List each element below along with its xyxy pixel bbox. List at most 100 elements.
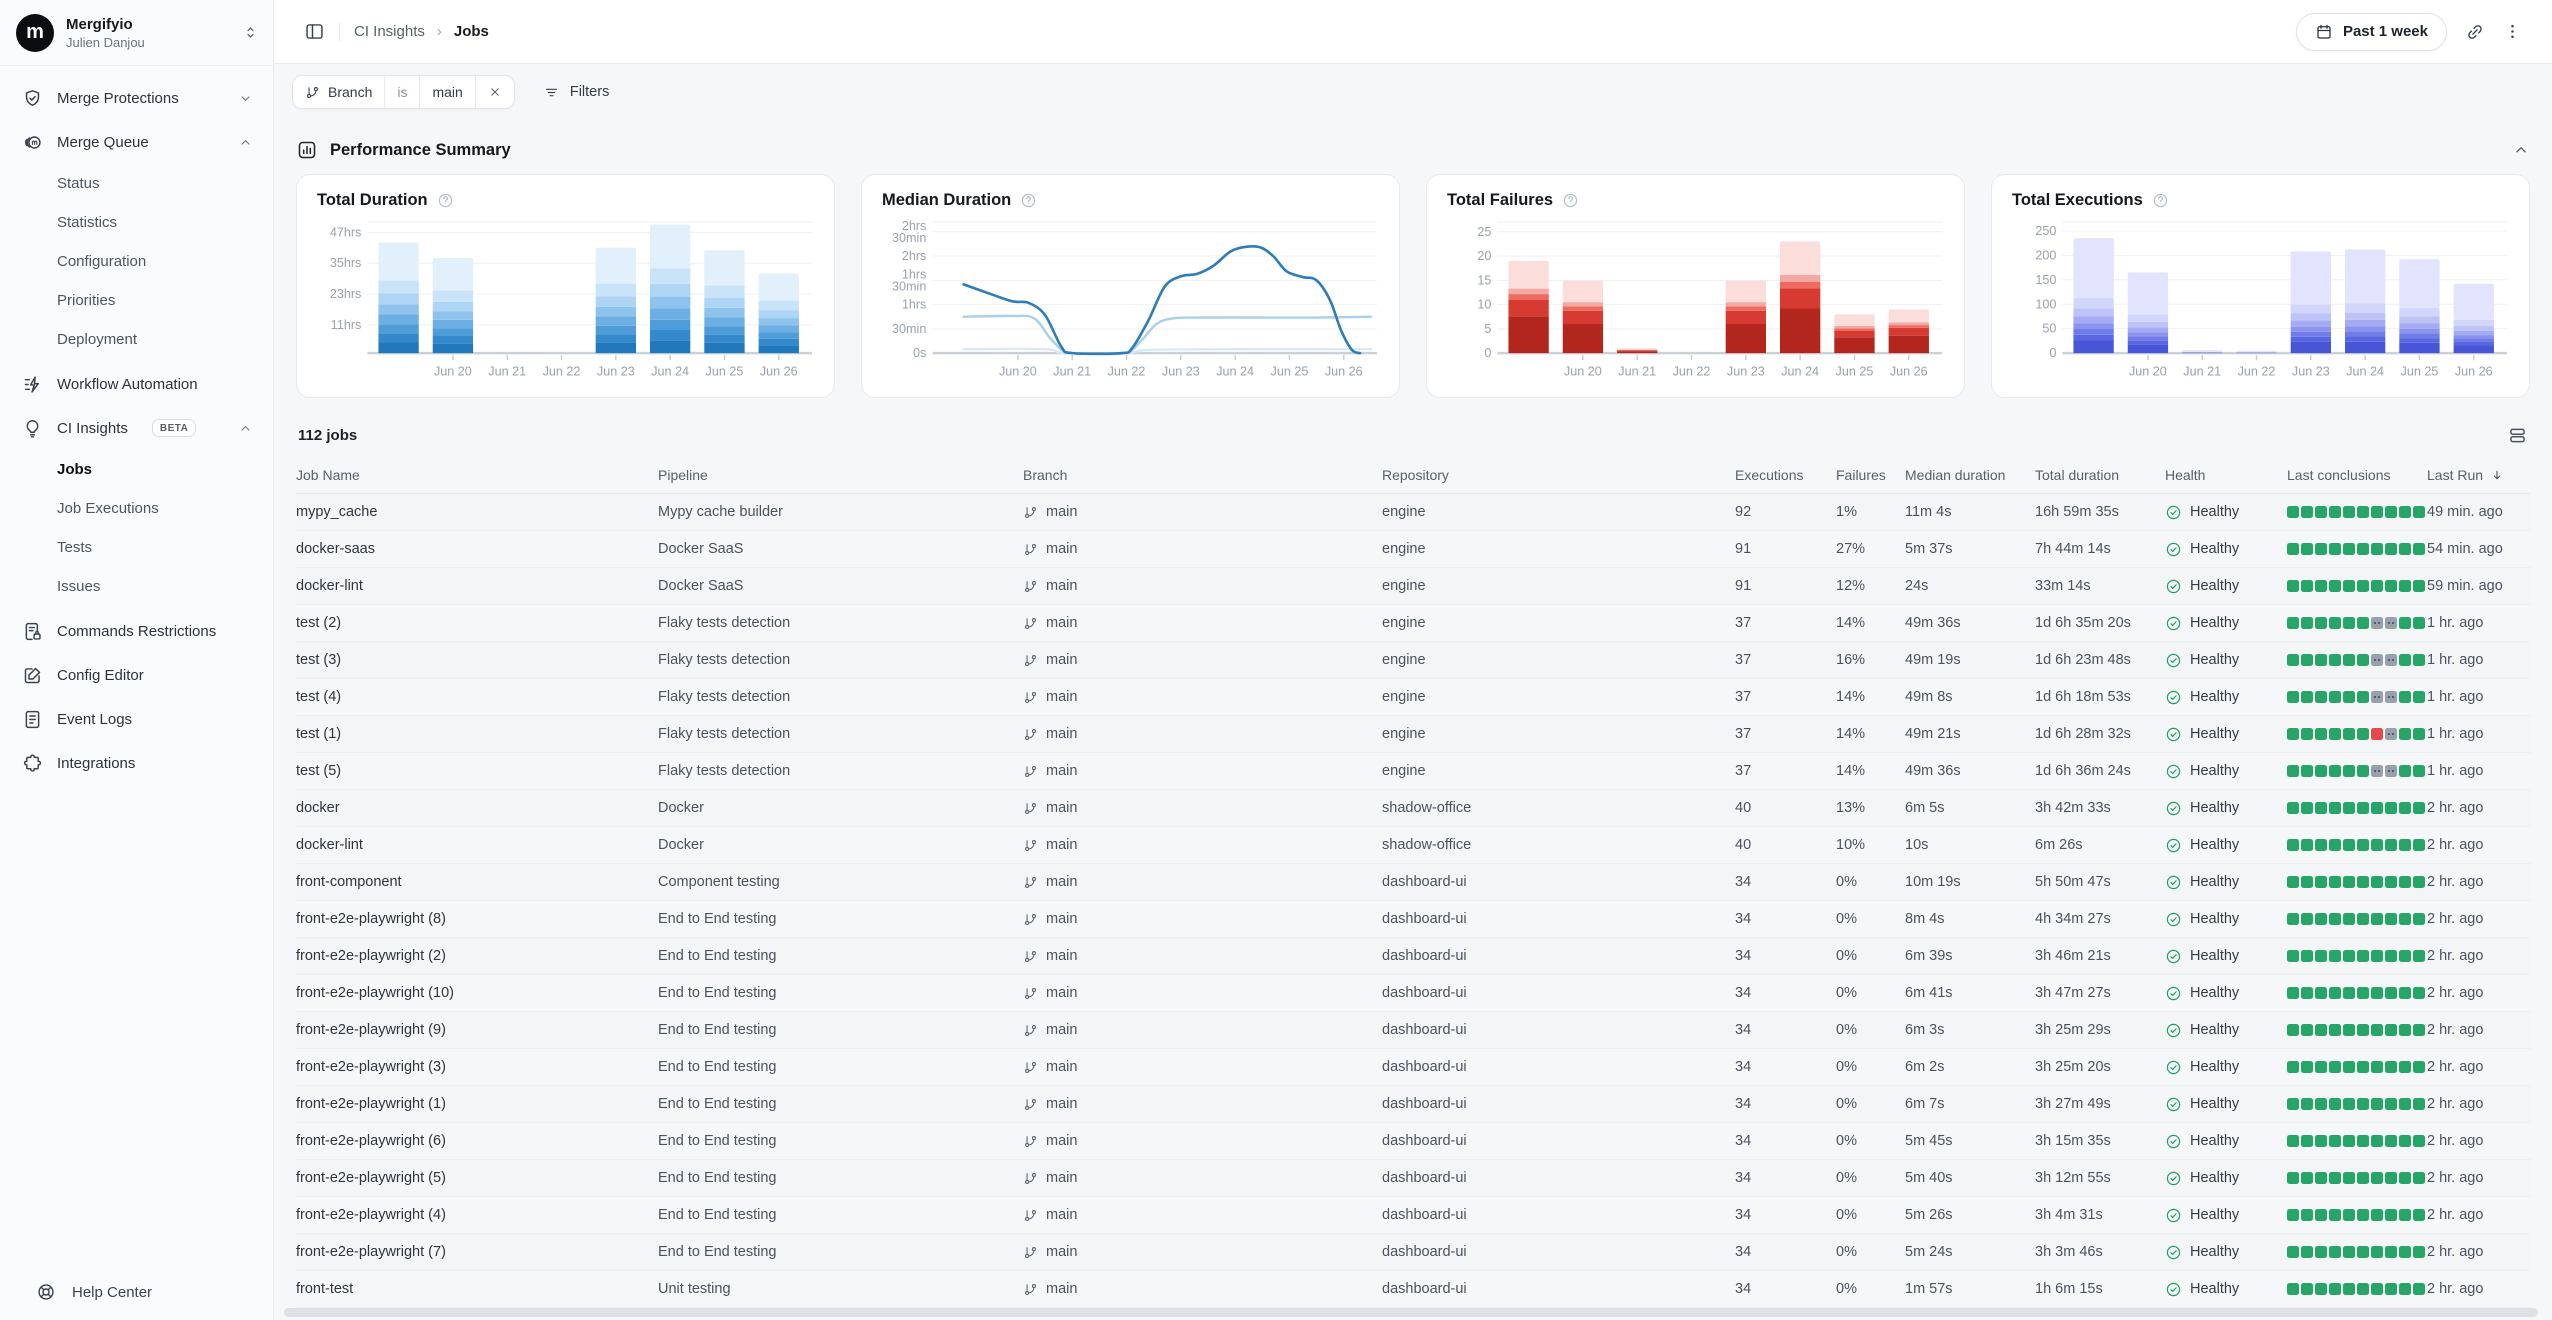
column-header-last-conclusions[interactable]: Last conclusions bbox=[2287, 467, 2427, 483]
more-menu-icon[interactable] bbox=[2503, 22, 2522, 41]
file-text-icon bbox=[22, 709, 43, 730]
table-row[interactable]: front-e2e-playwright (1) End to End testi… bbox=[296, 1086, 2530, 1123]
table-row[interactable]: docker Docker main shadow-office 40 13% 6m 5s 3… bbox=[296, 790, 2530, 827]
pipeline-cell: Flaky tests detection bbox=[658, 763, 791, 779]
failures-cell: 27% bbox=[1836, 541, 1866, 557]
sidebar-item-workflow-automation[interactable]: Workflow Automation bbox=[0, 362, 273, 406]
conclusion-square bbox=[2343, 1061, 2355, 1073]
conclusion-square bbox=[2413, 506, 2425, 518]
filter-chip-operator[interactable]: is bbox=[385, 76, 421, 108]
org-name: Mergifyio bbox=[66, 15, 133, 33]
conclusion-square bbox=[2287, 543, 2299, 555]
topbar: CI Insights › Jobs Past 1 week bbox=[274, 0, 2552, 64]
table-row[interactable]: mypy_cache Mypy cache builder main engine 92… bbox=[296, 494, 2530, 531]
sidebar-subitem-configuration[interactable]: Configuration bbox=[57, 253, 147, 270]
branch-cell: main bbox=[1023, 541, 1382, 557]
collapse-summary-icon[interactable] bbox=[2512, 141, 2530, 159]
branch-label: main bbox=[1046, 911, 1078, 927]
share-link-icon[interactable] bbox=[2465, 22, 2485, 42]
sidebar-item-merge-protections[interactable]: Merge Protections bbox=[0, 76, 273, 120]
column-header-branch[interactable]: Branch bbox=[1023, 467, 1382, 483]
svg-text:Jun 26: Jun 26 bbox=[1325, 364, 1363, 378]
sidebar-subitem-status[interactable]: Status bbox=[57, 175, 100, 192]
sidebar-subitem-jobs[interactable]: Jobs bbox=[57, 461, 93, 478]
sidebar-subitem-deployment[interactable]: Deployment bbox=[57, 331, 138, 348]
column-header-executions[interactable]: Executions bbox=[1735, 467, 1836, 483]
column-header-job-name[interactable]: Job Name bbox=[296, 467, 658, 483]
shield-check-icon bbox=[22, 88, 43, 109]
conclusion-square bbox=[2385, 765, 2397, 777]
help-icon[interactable] bbox=[1020, 192, 1037, 209]
sidebar-subitem-tests[interactable]: Tests bbox=[57, 539, 93, 556]
repository-cell: dashboard-ui bbox=[1382, 874, 1467, 890]
sidebar-subitem-statistics[interactable]: Statistics bbox=[57, 214, 118, 231]
table-row[interactable]: front-e2e-playwright (3) End to End testi… bbox=[296, 1049, 2530, 1086]
table-row[interactable]: front-e2e-playwright (2) End to End testi… bbox=[296, 938, 2530, 975]
table-row[interactable]: front-e2e-playwright (6) End to End testi… bbox=[296, 1123, 2530, 1160]
repository-cell: engine bbox=[1382, 615, 1426, 631]
column-header-last-run[interactable]: Last Run bbox=[2427, 467, 2530, 483]
table-row[interactable]: test (4) Flaky tests detection main engine 3… bbox=[296, 679, 2530, 716]
table-row[interactable]: front-e2e-playwright (7) End to End testi… bbox=[296, 1234, 2530, 1271]
help-center-link[interactable]: Help Center bbox=[36, 1282, 152, 1302]
sidebar-subitem-job-executions[interactable]: Job Executions bbox=[57, 500, 159, 517]
table-row[interactable]: test (2) Flaky tests detection main engine 3… bbox=[296, 605, 2530, 642]
job-name-cell: docker-saas bbox=[296, 541, 375, 557]
horizontal-scrollbar[interactable] bbox=[284, 1308, 2538, 1317]
table-row[interactable]: front-e2e-playwright (4) End to End testi… bbox=[296, 1197, 2530, 1234]
pipeline-cell: Flaky tests detection bbox=[658, 615, 791, 631]
filter-chip-value[interactable]: main bbox=[420, 76, 476, 108]
sidebar-item-integrations[interactable]: Integrations bbox=[0, 741, 273, 785]
sidebar-item-config-editor[interactable]: Config Editor bbox=[0, 653, 273, 697]
svg-text:Jun 23: Jun 23 bbox=[2292, 364, 2330, 378]
table-row[interactable]: front-component Component testing main dash… bbox=[296, 864, 2530, 901]
layout-toggle-icon[interactable] bbox=[2507, 425, 2528, 446]
org-switcher[interactable]: m Mergifyio Julien Danjou bbox=[0, 0, 273, 66]
branch-label: main bbox=[1046, 837, 1078, 853]
conclusion-square bbox=[2287, 1283, 2299, 1295]
help-icon[interactable] bbox=[2152, 192, 2169, 209]
conclusion-square bbox=[2357, 913, 2369, 925]
column-header-pipeline[interactable]: Pipeline bbox=[658, 467, 1023, 483]
sidebar-item-ci-insights[interactable]: CI Insights BETA bbox=[0, 406, 273, 450]
column-header-repository[interactable]: Repository bbox=[1382, 467, 1735, 483]
column-header-failures[interactable]: Failures bbox=[1836, 467, 1905, 483]
sidebar-item-event-logs[interactable]: Event Logs bbox=[0, 697, 273, 741]
table-row[interactable]: front-test Unit testing main dashboard-ui 34… bbox=[296, 1271, 2530, 1308]
table-row[interactable]: docker-lint Docker main shadow-office 40 10% 1… bbox=[296, 827, 2530, 864]
column-header-median-duration[interactable]: Median duration bbox=[1905, 467, 2035, 483]
job-name-cell: docker-lint bbox=[296, 837, 363, 853]
table-row[interactable]: front-e2e-playwright (5) End to End testi… bbox=[296, 1160, 2530, 1197]
sidebar-toggle-icon[interactable] bbox=[304, 21, 325, 42]
chart-title: Total Duration bbox=[317, 191, 428, 209]
filter-chip-remove[interactable] bbox=[476, 76, 514, 108]
table-row[interactable]: docker-saas Docker SaaS main engine 91 27% 5m … bbox=[296, 531, 2530, 568]
sidebar-item-merge-queue[interactable]: Merge Queue bbox=[0, 120, 273, 164]
column-header-total-duration[interactable]: Total duration bbox=[2035, 467, 2165, 483]
table-row[interactable]: test (1) Flaky tests detection main engine 3… bbox=[296, 716, 2530, 753]
check-circle-icon bbox=[2165, 652, 2182, 669]
column-header-health[interactable]: Health bbox=[2165, 467, 2287, 483]
last-run-cell: 59 min. ago bbox=[2427, 578, 2503, 594]
sidebar-subitem-issues[interactable]: Issues bbox=[57, 578, 101, 595]
help-icon[interactable] bbox=[1562, 192, 1579, 209]
sidebar-subitem-priorities[interactable]: Priorities bbox=[57, 292, 116, 309]
conclusion-square bbox=[2385, 1209, 2397, 1221]
table-row[interactable]: front-e2e-playwright (8) End to End testi… bbox=[296, 901, 2530, 938]
table-row[interactable]: docker-lint Docker SaaS main engine 91 12% 24s… bbox=[296, 568, 2530, 605]
conclusion-square bbox=[2301, 987, 2313, 999]
conclusion-square bbox=[2413, 728, 2425, 740]
filter-chip-field[interactable]: Branch bbox=[293, 76, 386, 108]
conclusion-square bbox=[2371, 876, 2383, 888]
breadcrumb-ci-insights[interactable]: CI Insights bbox=[354, 23, 425, 40]
table-row[interactable]: test (5) Flaky tests detection main engine 3… bbox=[296, 753, 2530, 790]
sidebar-item-commands-restrictions[interactable]: Commands Restrictions bbox=[0, 609, 273, 653]
help-icon[interactable] bbox=[437, 192, 454, 209]
table-row[interactable]: front-e2e-playwright (10) End to End test… bbox=[296, 975, 2530, 1012]
pipeline-cell: End to End testing bbox=[658, 1170, 777, 1186]
table-row[interactable]: test (3) Flaky tests detection main engine 3… bbox=[296, 642, 2530, 679]
date-range-button[interactable]: Past 1 week bbox=[2295, 12, 2447, 51]
svg-text:Jun 25: Jun 25 bbox=[706, 364, 744, 378]
table-row[interactable]: front-e2e-playwright (9) End to End testi… bbox=[296, 1012, 2530, 1049]
filters-button[interactable]: Filters bbox=[543, 84, 609, 101]
